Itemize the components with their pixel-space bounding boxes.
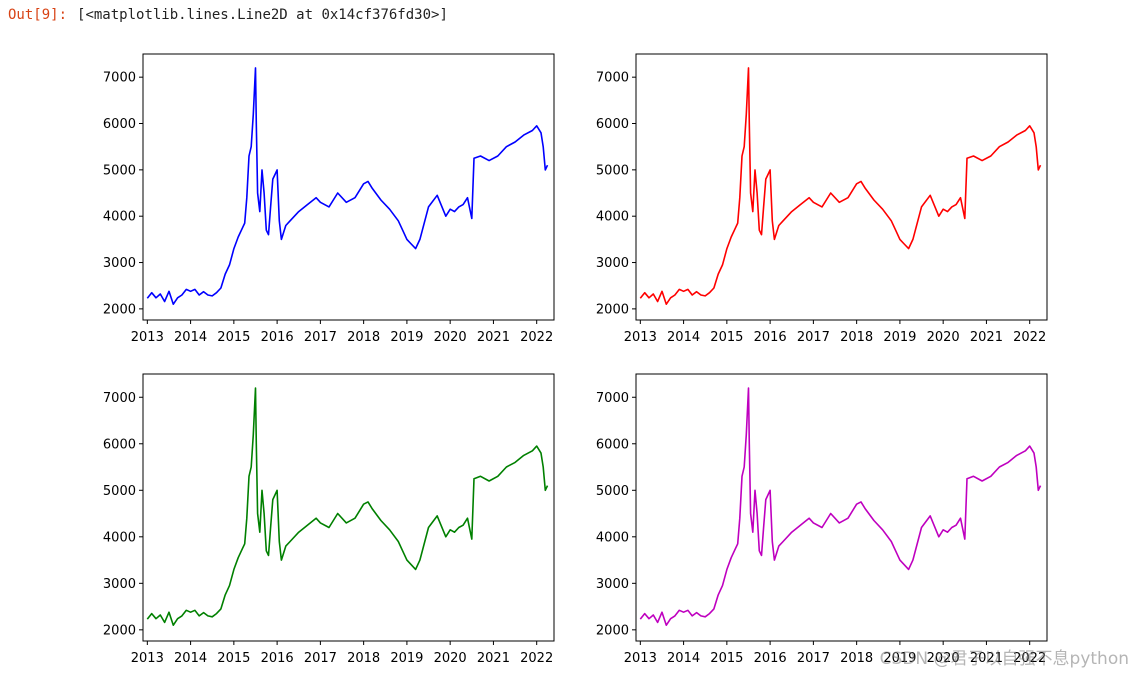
axes-frame xyxy=(635,53,1048,321)
x-tick-label: 2019 xyxy=(883,651,916,666)
x-tick-label: 2016 xyxy=(261,651,294,666)
chart-bottom-right: 2013 2014 2015 2016 2017 2018 2019 2020 2021 2022… xyxy=(596,373,1048,666)
x-tick-label: 2018 xyxy=(840,651,873,666)
x-tick-label: 2020 xyxy=(434,330,467,345)
watermark: CSDN @君子以自强不息python xyxy=(879,649,1129,669)
y-tick-label: 3000 xyxy=(596,256,629,271)
x-tick-label: 2013 xyxy=(131,330,164,345)
x-tick-label: 2014 xyxy=(667,330,700,345)
series-line xyxy=(639,387,1042,626)
y-tick-label: 4000 xyxy=(596,530,629,545)
x-tick-label: 2020 xyxy=(434,651,467,666)
x-tick-label: 2019 xyxy=(883,330,916,345)
axes-frame xyxy=(142,53,555,321)
axes-frame xyxy=(635,373,1048,642)
x-tick-label: 2013 xyxy=(624,330,657,345)
y-tick-label: 4000 xyxy=(596,210,629,225)
x-tick-label: 2019 xyxy=(390,330,423,345)
y-tick-label: 4000 xyxy=(103,530,136,545)
x-tick-label: 2013 xyxy=(131,651,164,666)
y-tick-label: 6000 xyxy=(103,437,136,452)
x-tick-label: 2017 xyxy=(304,330,337,345)
y-tick-label: 7000 xyxy=(596,391,629,406)
x-tick-label: 2016 xyxy=(754,651,787,666)
x-tick-label: 2021 xyxy=(970,651,1003,666)
x-tick-label: 2020 xyxy=(927,651,960,666)
x-tick-label: 2016 xyxy=(261,330,294,345)
x-tick-label: 2022 xyxy=(1013,330,1046,345)
x-tick-label: 2022 xyxy=(520,330,553,345)
x-tick-label: 2017 xyxy=(304,651,337,666)
axes-frame xyxy=(142,373,555,642)
chart-top-left: 2013 2014 2015 2016 2017 2018 2019 2020 2021 2022… xyxy=(103,53,555,345)
series-line xyxy=(146,67,549,305)
y-tick-label: 5000 xyxy=(596,484,629,499)
plot-area xyxy=(636,54,1047,320)
output-prompt: Out[9]: xyxy=(8,7,68,23)
y-tick-label: 2000 xyxy=(596,623,629,638)
y-tick-label: 3000 xyxy=(103,256,136,271)
series-line xyxy=(639,67,1042,305)
y-tick-label: 7000 xyxy=(103,391,136,406)
x-tick-label: 2018 xyxy=(347,651,380,666)
plot-area xyxy=(636,374,1047,641)
y-tick-label: 5000 xyxy=(596,163,629,178)
x-tick-label: 2017 xyxy=(797,330,830,345)
y-tick-label: 6000 xyxy=(596,117,629,132)
y-tick-label: 2000 xyxy=(103,623,136,638)
x-tick-label: 2017 xyxy=(797,651,830,666)
y-tick-label: 3000 xyxy=(103,577,136,592)
x-tick-label: 2014 xyxy=(174,651,207,666)
x-tick-label: 2018 xyxy=(840,330,873,345)
plot-area xyxy=(143,54,554,320)
y-tick-label: 3000 xyxy=(596,577,629,592)
chart-bottom-left: 2013 2014 2015 2016 2017 2018 2019 2020 2021 2022… xyxy=(103,373,555,666)
y-tick-label: 6000 xyxy=(596,437,629,452)
y-tick-label: 7000 xyxy=(103,71,136,86)
x-tick-label: 2021 xyxy=(477,330,510,345)
output-repr: [<matplotlib.lines.Line2D at 0x14cf376fd… xyxy=(77,7,448,23)
y-tick-label: 4000 xyxy=(103,210,136,225)
x-tick-label: 2016 xyxy=(754,330,787,345)
y-tick-label: 2000 xyxy=(596,302,629,317)
x-tick-label: 2013 xyxy=(624,651,657,666)
y-tick-label: 2000 xyxy=(103,302,136,317)
chart-top-right: 2013 2014 2015 2016 2017 2018 2019 2020 2021 2022… xyxy=(596,53,1048,345)
output-line: Out[9]: [<matplotlib.lines.Line2D at 0x1… xyxy=(8,4,448,26)
x-tick-label: 2015 xyxy=(217,330,250,345)
x-tick-label: 2022 xyxy=(1013,651,1046,666)
y-tick-label: 5000 xyxy=(103,484,136,499)
x-tick-label: 2021 xyxy=(477,651,510,666)
x-tick-label: 2015 xyxy=(217,651,250,666)
x-tick-label: 2019 xyxy=(390,651,423,666)
y-tick-label: 7000 xyxy=(596,71,629,86)
x-tick-label: 2015 xyxy=(710,651,743,666)
x-tick-label: 2022 xyxy=(520,651,553,666)
x-tick-label: 2014 xyxy=(667,651,700,666)
y-tick-label: 6000 xyxy=(103,117,136,132)
x-tick-label: 2021 xyxy=(970,330,1003,345)
plot-area xyxy=(143,374,554,641)
y-tick-label: 5000 xyxy=(103,163,136,178)
series-line xyxy=(146,387,549,626)
x-tick-label: 2015 xyxy=(710,330,743,345)
x-tick-label: 2014 xyxy=(174,330,207,345)
x-tick-label: 2018 xyxy=(347,330,380,345)
x-tick-label: 2020 xyxy=(927,330,960,345)
